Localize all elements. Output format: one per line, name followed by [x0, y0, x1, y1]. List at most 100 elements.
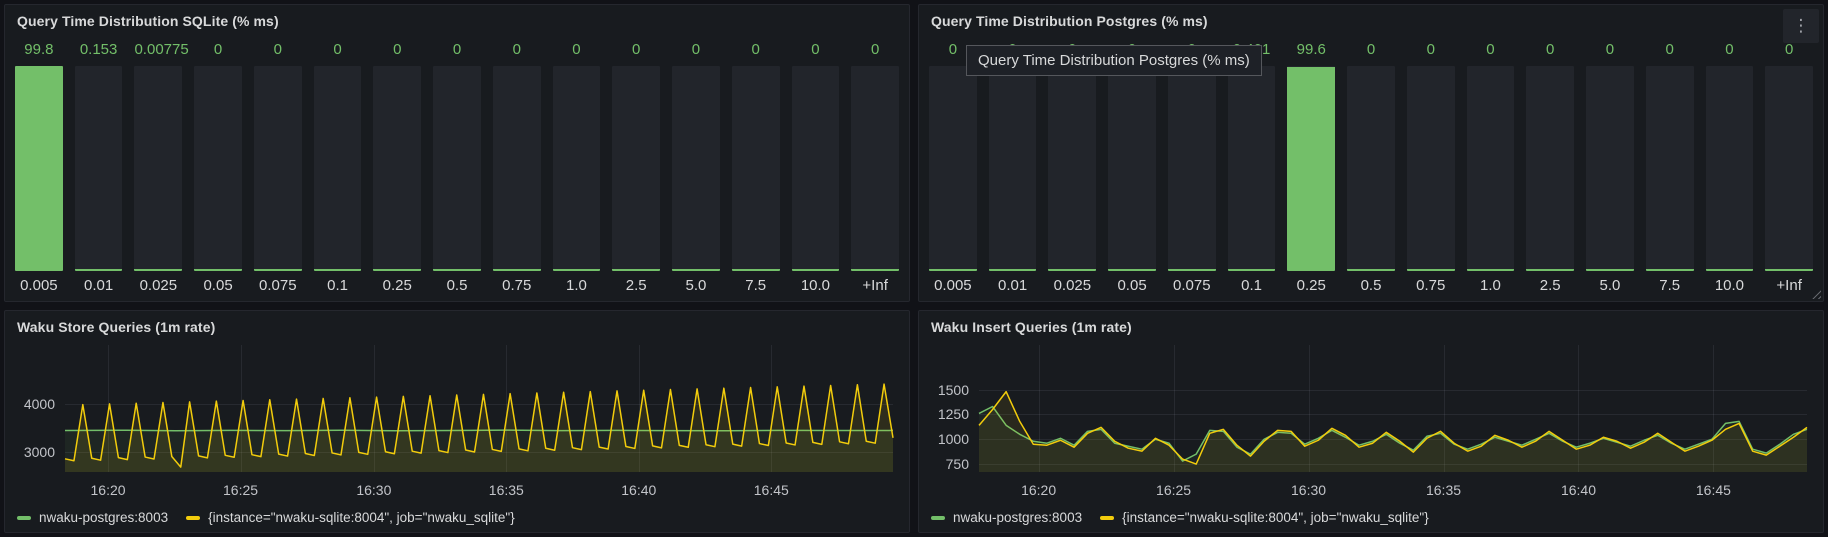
histogram-bucket[interactable]: 0 5.0 [1586, 41, 1634, 295]
bucket-axis-label: 10.0 [800, 277, 831, 294]
bucket-bar-fill [1227, 269, 1276, 271]
histogram-bucket[interactable]: 0 0.1 [313, 41, 362, 295]
bucket-bar-track [612, 66, 661, 271]
x-tick-label: 16:20 [1021, 482, 1057, 498]
histogram-bucket[interactable]: 0.4010.1 [1227, 41, 1276, 295]
timeseries-plot[interactable]: 3000 4000 16:20 16:25 16:30 16:35 16:40 16:45 [24, 345, 893, 498]
histogram-bucket[interactable]: 00.075 [1167, 41, 1216, 295]
histogram-bucket[interactable]: 0 0.75 [492, 41, 541, 295]
series-line [979, 407, 1807, 462]
x-gridline [1038, 345, 1040, 472]
y-tick-label: 1500 [937, 381, 969, 398]
panel-title[interactable]: Waku Store Queries (1m rate) [17, 319, 216, 335]
bucket-axis-label: 7.5 [1659, 277, 1681, 294]
legend-item[interactable]: nwaku-postgres:8003 [931, 510, 1082, 525]
histogram-bucket[interactable]: 0.153 0.01 [74, 41, 123, 295]
bucket-bar-track [672, 66, 720, 271]
x-tick-label: 16:25 [1156, 482, 1192, 498]
panel-title[interactable]: Query Time Distribution SQLite (% ms) [17, 13, 279, 29]
legend-item[interactable]: {instance="nwaku-sqlite:8004", job="nwak… [1100, 510, 1429, 525]
x-tick-label: 16:45 [1695, 482, 1731, 498]
histogram-bucket[interactable]: 00.025 [1048, 41, 1097, 295]
histogram-bucket[interactable]: 0 0.75 [1406, 41, 1455, 295]
histogram-bucket[interactable]: 0 0.5 [1347, 41, 1395, 295]
histogram-bucket[interactable]: 0 0.5 [433, 41, 481, 295]
timeseries-area: 3000 4000 16:20 16:25 16:30 16:35 16:40 16:45 [24, 345, 893, 498]
bucket-bar-fill [851, 269, 900, 271]
panel-header[interactable]: Query Time Distribution Postgres (% ms) [919, 5, 1823, 35]
bucket-axis-label: 0.05 [1117, 277, 1147, 294]
bucket-value-label: 0 [948, 41, 958, 58]
timeseries-plot[interactable]: 750 1000 1250 1500 16:20 16:25 16:30 16:35 16:40… [938, 345, 1807, 498]
bucket-axis-label: 0.005 [934, 277, 972, 294]
histogram-bucket[interactable]: 0.00775 0.025 [134, 41, 189, 295]
legend-item[interactable]: nwaku-postgres:8003 [17, 510, 168, 525]
histogram-bucket[interactable]: 0 10.0 [1705, 41, 1754, 295]
bucket-value-label: 0 [273, 41, 282, 58]
bucket-bar-track [1347, 66, 1395, 271]
x-tick-label: 16:25 [223, 482, 259, 498]
histogram-bucket[interactable]: 0 1.0 [1466, 41, 1515, 295]
bucket-bar-fill [1347, 269, 1395, 271]
bucket-value-label: 0 [1605, 41, 1615, 58]
bucket-axis-label: +Inf [1776, 277, 1802, 294]
histogram-bucket[interactable]: 0 10.0 [791, 41, 840, 295]
panel-header[interactable]: Query Time Distribution SQLite (% ms) [5, 5, 909, 35]
bucket-bar-track [929, 66, 977, 271]
bucket-bar-track [253, 66, 302, 271]
bucket-bar-fill [1048, 269, 1097, 271]
bucket-bar-fill [373, 269, 422, 271]
histogram-bucket[interactable]: 0 0.005 [929, 41, 977, 295]
panel-resize-handle[interactable] [1811, 289, 1821, 299]
bucket-axis-label: 0.075 [1173, 277, 1211, 294]
panel-title[interactable]: Query Time Distribution Postgres (% ms) [931, 13, 1208, 29]
bucket-bar-fill [672, 269, 720, 271]
histogram-bucket[interactable]: 0 7.5 [1645, 41, 1694, 295]
bucket-bar-fill [1108, 269, 1156, 271]
panel-title[interactable]: Waku Insert Queries (1m rate) [931, 319, 1132, 335]
bucket-value-label: 0 [393, 41, 402, 58]
y-gridline [979, 464, 1807, 466]
histogram-bucket[interactable]: 00.01 [988, 41, 1037, 295]
kebab-menu-icon[interactable]: ⋮ [1783, 9, 1819, 43]
histogram-bucket[interactable]: 0 +Inf [851, 41, 900, 295]
histogram-bucket[interactable]: 0 2.5 [1526, 41, 1575, 295]
histogram-bucket[interactable]: 0 1.0 [552, 41, 601, 295]
histogram-bucket[interactable]: 99.6 0.25 [1287, 41, 1336, 295]
panel-header[interactable]: Waku Insert Queries (1m rate) [919, 311, 1823, 341]
histogram-bucket[interactable]: 0 0.25 [373, 41, 422, 295]
bucket-axis-label: 0.25 [382, 277, 412, 294]
histogram-bucket[interactable]: 99.8 0.005 [15, 41, 63, 295]
bucket-value-label: 0 [333, 41, 342, 58]
histogram-bucket[interactable]: 0 5.0 [672, 41, 720, 295]
histogram-chart[interactable]: 99.8 0.005 0.153 0.01 0.00775 0.025 0 0.05 0 0.07… [15, 41, 900, 295]
bucket-axis-label: 0.1 [1241, 277, 1262, 294]
histogram-chart[interactable]: 00.00500.0100.02500.0500.0750.4010.199.6… [929, 41, 1814, 295]
panel-insert-queries: Waku Insert Queries (1m rate) 750 1000 125… [918, 310, 1824, 533]
series-fill [65, 430, 893, 472]
series-line [979, 392, 1807, 464]
y-tick-label: 750 [945, 456, 969, 473]
x-gridline [771, 345, 773, 472]
panel-title-tooltip: Query Time Distribution Postgres (% ms) [966, 45, 1262, 76]
histogram-bucket[interactable]: 0 2.5 [612, 41, 661, 295]
bucket-axis-label: 2.5 [1539, 277, 1561, 294]
x-tick-label: 16:20 [90, 482, 126, 498]
legend-item[interactable]: {instance="nwaku-sqlite:8004", job="nwak… [186, 510, 515, 525]
bucket-bar-fill [1167, 269, 1216, 271]
histogram-bucket[interactable]: 0 7.5 [731, 41, 780, 295]
bucket-value-label: 99.8 [24, 41, 54, 58]
bucket-value-label: 0 [1665, 41, 1674, 58]
legend-swatch-icon [1100, 515, 1115, 520]
bucket-bar-track [1406, 66, 1455, 271]
x-tick-label: 16:40 [621, 482, 657, 498]
bucket-value-label: 0 [512, 41, 521, 58]
y-gridline [979, 439, 1807, 441]
bucket-value-label: 0 [1486, 41, 1495, 58]
histogram-bucket[interactable]: 0 +Inf [1765, 41, 1814, 295]
bucket-bar-fill [492, 269, 541, 271]
panel-header[interactable]: Waku Store Queries (1m rate) [5, 311, 909, 341]
histogram-bucket[interactable]: 00.05 [1108, 41, 1156, 295]
